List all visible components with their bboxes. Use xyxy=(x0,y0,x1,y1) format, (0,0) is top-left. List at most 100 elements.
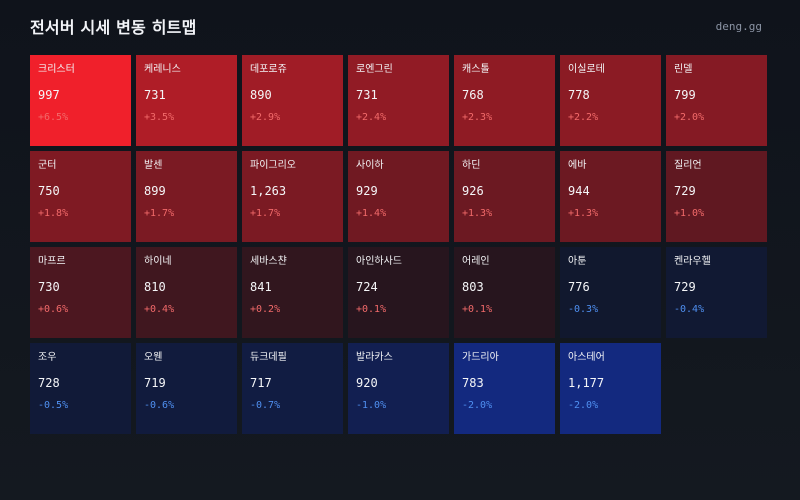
price-change: +0.2% xyxy=(250,304,281,315)
server-price: 783 xyxy=(462,376,484,390)
server-price: 890 xyxy=(250,88,272,102)
server-name: 발센 xyxy=(144,160,163,171)
price-change: +1.7% xyxy=(144,208,175,219)
server-name: 크리스터 xyxy=(38,64,75,75)
server-price: 841 xyxy=(250,280,272,294)
heatmap-tile[interactable]: 사이하 929 +1.4% xyxy=(348,151,449,242)
header: 전서버 시세 변동 히트맵 deng.gg xyxy=(30,16,762,42)
server-price: 731 xyxy=(144,88,166,102)
server-name: 듀크데필 xyxy=(250,352,287,363)
heatmap-tile[interactable]: 어레인 803 +0.1% xyxy=(454,247,555,338)
heatmap-tile[interactable]: 이실로테 778 +2.2% xyxy=(560,55,661,146)
server-name: 하이네 xyxy=(144,256,172,267)
server-price: 803 xyxy=(462,280,484,294)
heatmap-tile[interactable]: 마프르 730 +0.6% xyxy=(30,247,131,338)
heatmap-tile[interactable]: 파이그리오 1,263 +1.7% xyxy=(242,151,343,242)
server-name: 케레니스 xyxy=(144,64,181,75)
price-change: +6.5% xyxy=(38,112,69,123)
server-price: 929 xyxy=(356,184,378,198)
heatmap-tile[interactable]: 세바스챤 841 +0.2% xyxy=(242,247,343,338)
server-price: 778 xyxy=(568,88,590,102)
server-name: 파이그리오 xyxy=(250,160,296,171)
server-price: 776 xyxy=(568,280,590,294)
heatmap-tile[interactable]: 군터 750 +1.8% xyxy=(30,151,131,242)
server-price: 719 xyxy=(144,376,166,390)
server-name: 질리언 xyxy=(674,160,702,171)
heatmap-tile[interactable]: 린델 799 +2.0% xyxy=(666,55,767,146)
heatmap-tile[interactable]: 캐스톨 768 +2.3% xyxy=(454,55,555,146)
price-change: +1.3% xyxy=(568,208,599,219)
server-name: 이실로테 xyxy=(568,64,605,75)
heatmap-tile[interactable]: 데포로쥬 890 +2.9% xyxy=(242,55,343,146)
price-change: +1.7% xyxy=(250,208,281,219)
server-price: 810 xyxy=(144,280,166,294)
heatmap-tile[interactable]: 크리스터 997 +6.5% xyxy=(30,55,131,146)
server-name: 데포로쥬 xyxy=(250,64,287,75)
server-price: 750 xyxy=(38,184,60,198)
server-price: 768 xyxy=(462,88,484,102)
server-name: 세바스챤 xyxy=(250,256,287,267)
server-price: 997 xyxy=(38,88,60,102)
server-price: 899 xyxy=(144,184,166,198)
server-price: 926 xyxy=(462,184,484,198)
server-price: 1,177 xyxy=(568,376,605,390)
heatmap-grid: 크리스터 997 +6.5% 케레니스 731 +3.5% 데포로쥬 890 +2.9% 로엔그린… xyxy=(30,55,767,434)
price-change: -0.7% xyxy=(250,400,281,411)
heatmap-tile[interactable]: 듀크데필 717 -0.7% xyxy=(242,343,343,434)
server-name: 캐스톨 xyxy=(462,64,490,75)
server-name: 발라카스 xyxy=(356,352,393,363)
server-price: 799 xyxy=(674,88,696,102)
heatmap-tile[interactable]: 케레니스 731 +3.5% xyxy=(136,55,237,146)
server-price: 731 xyxy=(356,88,378,102)
heatmap-tile[interactable]: 발라카스 920 -1.0% xyxy=(348,343,449,434)
heatmap-tile[interactable]: 로엔그린 731 +2.4% xyxy=(348,55,449,146)
server-price: 944 xyxy=(568,184,590,198)
price-change: +1.0% xyxy=(674,208,705,219)
server-name: 에바 xyxy=(568,160,587,171)
price-change: -1.0% xyxy=(356,400,387,411)
heatmap-tile[interactable]: 질리언 729 +1.0% xyxy=(666,151,767,242)
heatmap-tile[interactable]: 가드리아 783 -2.0% xyxy=(454,343,555,434)
server-name: 군터 xyxy=(38,160,57,171)
server-name: 아스테어 xyxy=(568,352,605,363)
heatmap-tile[interactable]: 아인하사드 724 +0.1% xyxy=(348,247,449,338)
price-change: -0.3% xyxy=(568,304,599,315)
price-change: +0.1% xyxy=(356,304,387,315)
price-change: -2.0% xyxy=(568,400,599,411)
heatmap-tile[interactable]: 발센 899 +1.7% xyxy=(136,151,237,242)
server-name: 어레인 xyxy=(462,256,490,267)
server-price: 1,263 xyxy=(250,184,287,198)
price-change: +2.4% xyxy=(356,112,387,123)
price-change: +0.1% xyxy=(462,304,493,315)
price-change: +1.4% xyxy=(356,208,387,219)
server-price: 729 xyxy=(674,184,696,198)
price-change: +0.6% xyxy=(38,304,69,315)
price-change: -0.5% xyxy=(38,400,69,411)
server-name: 린델 xyxy=(674,64,693,75)
heatmap-tile[interactable]: 에바 944 +1.3% xyxy=(560,151,661,242)
server-name: 조우 xyxy=(38,352,57,363)
server-price: 920 xyxy=(356,376,378,390)
heatmap-tile[interactable]: 아툰 776 -0.3% xyxy=(560,247,661,338)
server-price: 730 xyxy=(38,280,60,294)
price-change: +2.2% xyxy=(568,112,599,123)
price-change: -0.6% xyxy=(144,400,175,411)
price-change: -0.4% xyxy=(674,304,705,315)
server-name: 오웬 xyxy=(144,352,163,363)
server-name: 사이하 xyxy=(356,160,384,171)
server-name: 하딘 xyxy=(462,160,481,171)
heatmap-tile[interactable]: 오웬 719 -0.6% xyxy=(136,343,237,434)
price-change: +1.3% xyxy=(462,208,493,219)
price-change: +2.9% xyxy=(250,112,281,123)
price-change: +2.3% xyxy=(462,112,493,123)
heatmap-tile[interactable]: 하이네 810 +0.4% xyxy=(136,247,237,338)
heatmap-tile[interactable]: 조우 728 -0.5% xyxy=(30,343,131,434)
heatmap-tile[interactable]: 아스테어 1,177 -2.0% xyxy=(560,343,661,434)
server-name: 아인하사드 xyxy=(356,256,402,267)
server-name: 마프르 xyxy=(38,256,66,267)
server-name: 로엔그린 xyxy=(356,64,393,75)
heatmap-tile[interactable]: 켄라우헬 729 -0.4% xyxy=(666,247,767,338)
heatmap-tile[interactable]: 하딘 926 +1.3% xyxy=(454,151,555,242)
server-price: 729 xyxy=(674,280,696,294)
brand-label: deng.gg xyxy=(715,20,762,33)
